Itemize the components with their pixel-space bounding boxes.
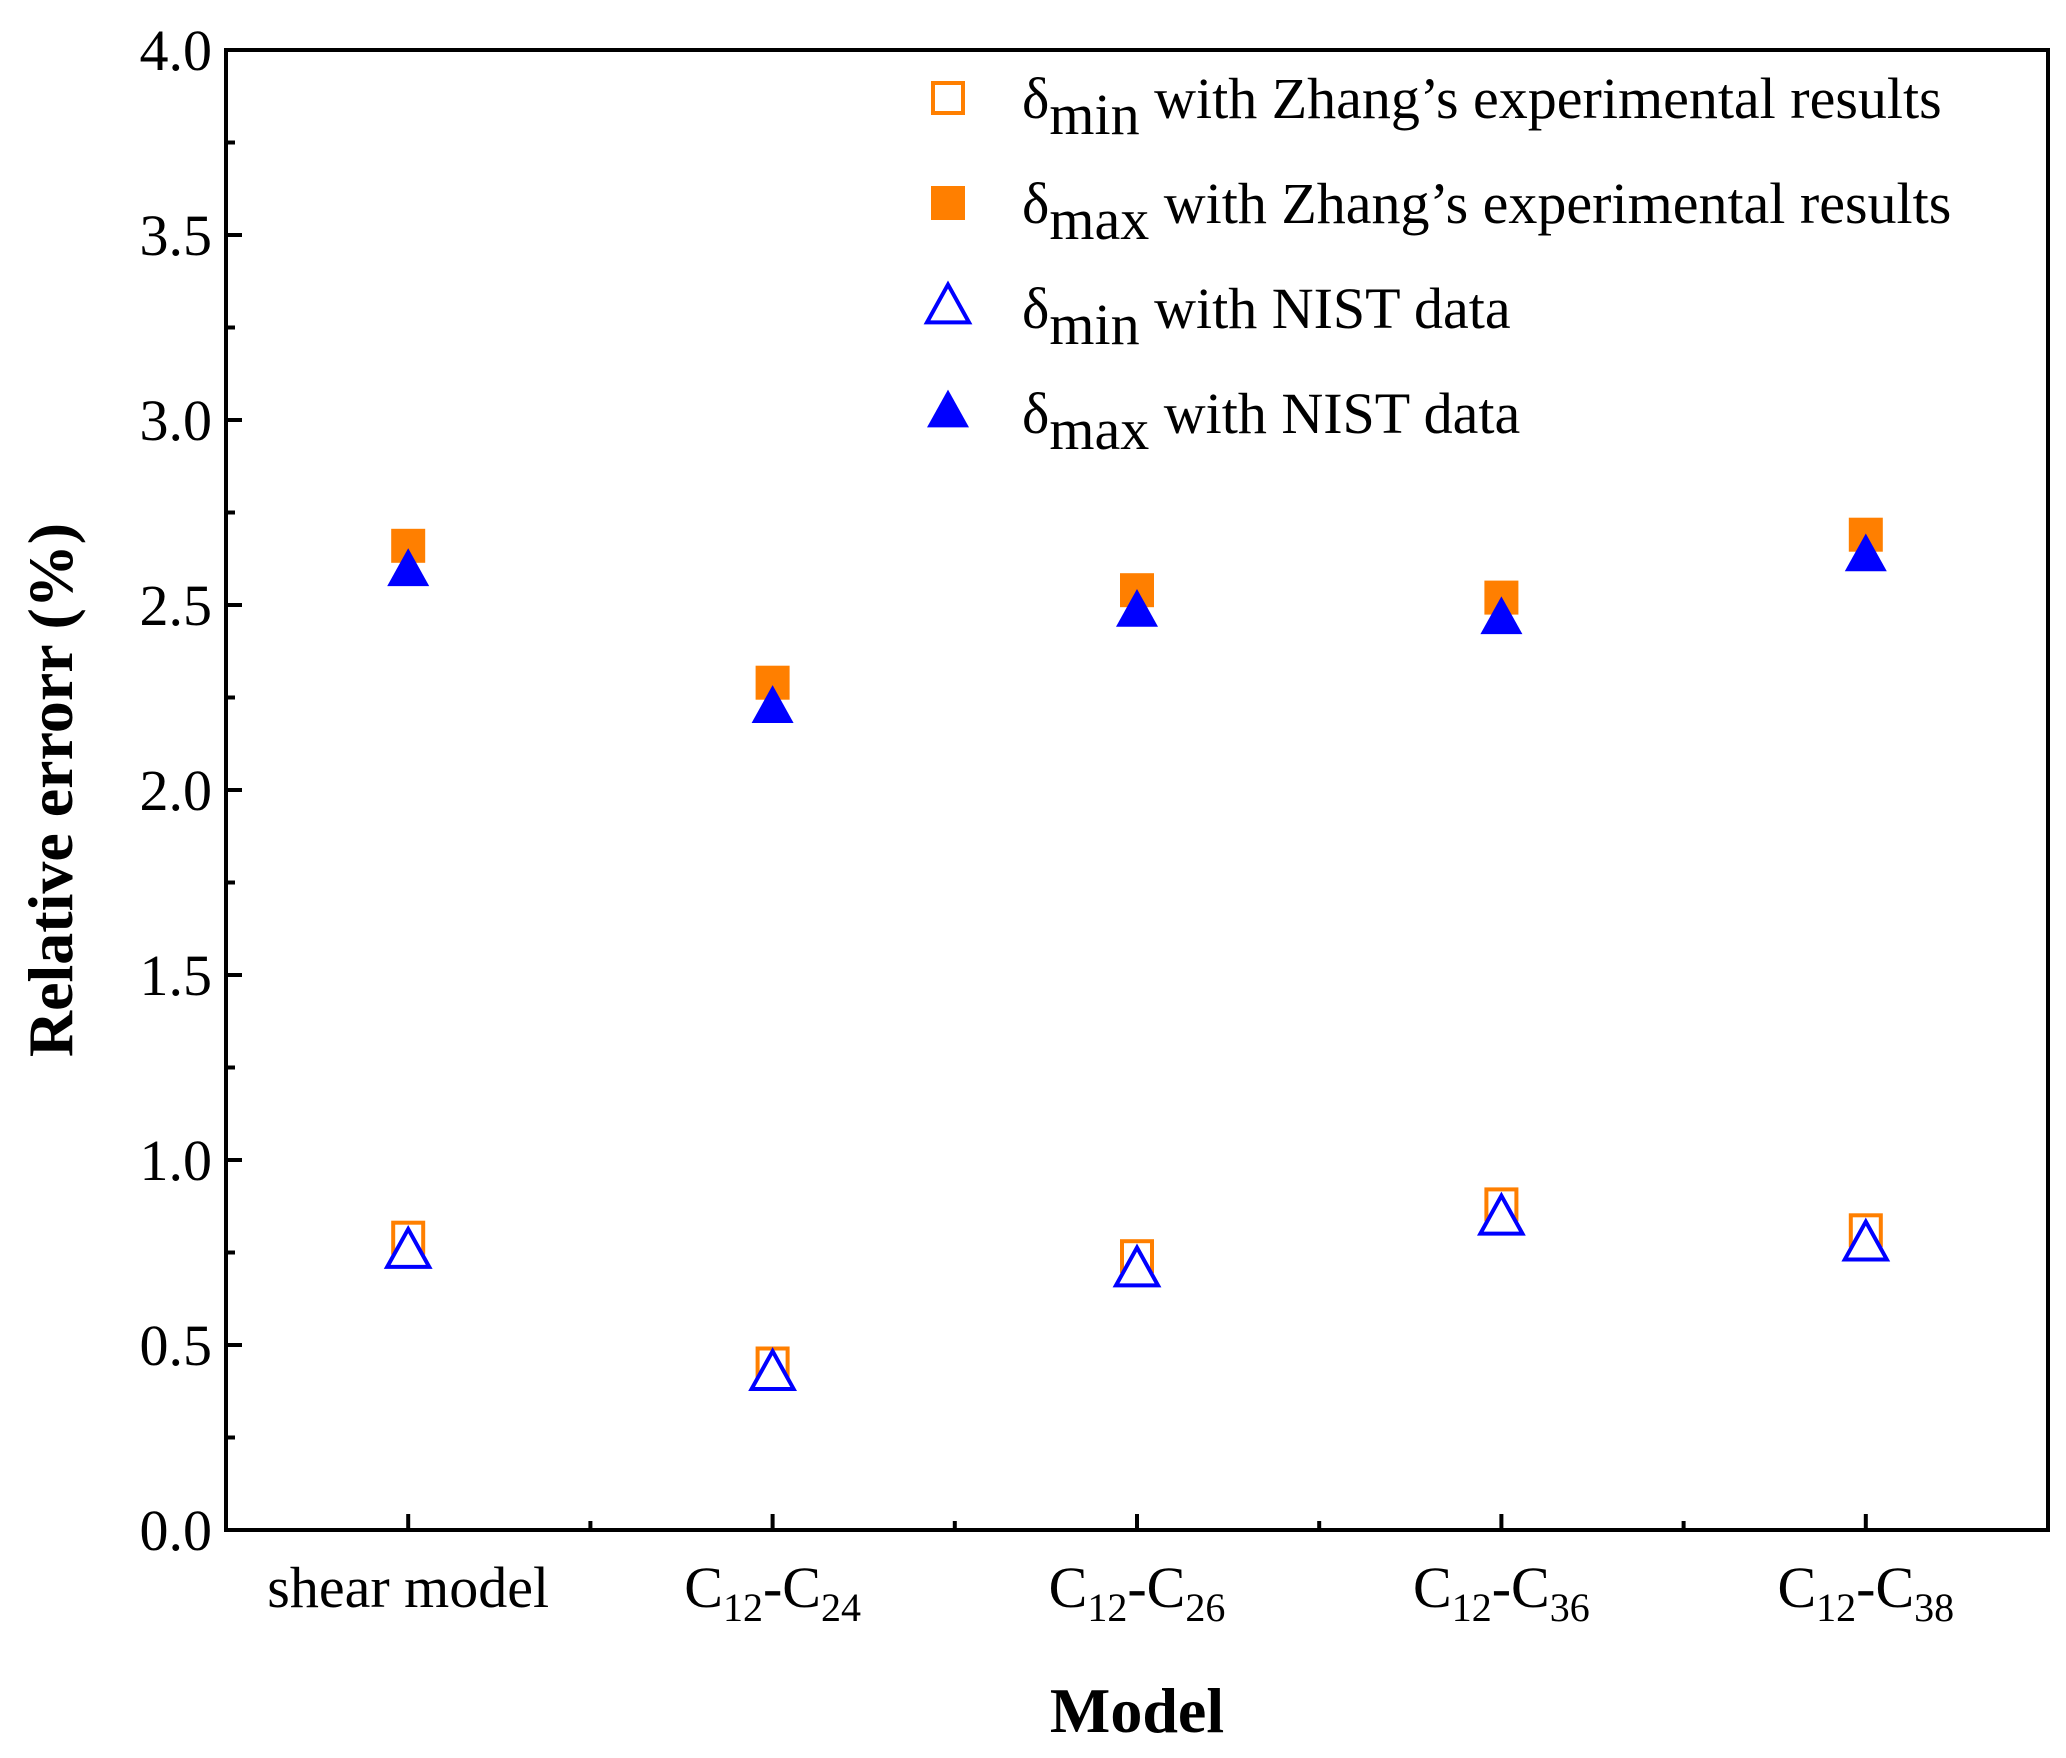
y-axis-title: Relative errorr (%) (15, 523, 86, 1057)
legend-marker (927, 389, 969, 428)
y-tick-label: 0.5 (140, 1313, 213, 1378)
data-point (387, 548, 430, 587)
y-tick-label: 4.0 (140, 18, 213, 83)
legend-marker (931, 186, 965, 220)
y-tick-label: 2.5 (140, 573, 213, 638)
plot-frame (224, 48, 2050, 1532)
data-point (748, 1347, 797, 1391)
x-tick-label: C12-C24 (684, 1555, 861, 1630)
y-tick-label: 1.0 (140, 1128, 213, 1193)
y-tick-label: 0.0 (140, 1498, 213, 1563)
legend-label: δmin with Zhang’s experimental results (1022, 66, 1942, 147)
legend-marker (923, 280, 973, 325)
legend-label: δmin with NIST data (1022, 276, 1511, 357)
data-point (1841, 1217, 1891, 1262)
data-point (1477, 1191, 1526, 1236)
y-tick-label: 2.0 (140, 758, 213, 823)
data-point (1112, 1243, 1162, 1288)
x-tick-label: C12-C36 (1413, 1555, 1590, 1630)
data-point (1116, 588, 1158, 627)
data-point (383, 1224, 433, 1269)
x-tick-label: C12-C38 (1777, 1555, 1954, 1630)
x-tick-label: C12-C26 (1049, 1555, 1226, 1630)
legend-marker (931, 81, 965, 115)
legend-label: δmax with Zhang’s experimental results (1022, 171, 1951, 252)
y-tick-label: 3.0 (140, 388, 213, 453)
legend-label: δmax with NIST data (1022, 381, 1520, 462)
data-point (751, 685, 794, 723)
data-point (1844, 533, 1887, 572)
y-tick-label: 1.5 (140, 943, 213, 1008)
data-point (1480, 596, 1523, 635)
x-tick-label: shear model (267, 1555, 549, 1620)
y-tick-label: 3.5 (140, 203, 213, 268)
x-axis-title: Model (1050, 1675, 1224, 1746)
